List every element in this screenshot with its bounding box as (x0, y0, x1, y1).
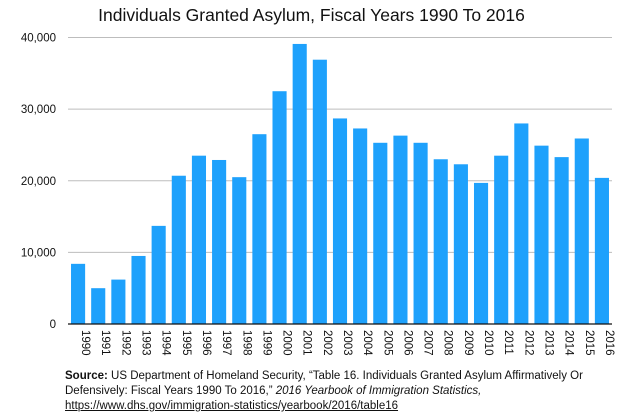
x-tick-label: 1997 (220, 330, 232, 356)
x-tick-label: 1990 (79, 330, 91, 356)
bar (473, 182, 489, 324)
bar (171, 175, 186, 324)
bar (594, 177, 609, 324)
bar (353, 128, 368, 324)
source-publication: 2016 Yearbook of Immigration Statistics, (275, 385, 482, 397)
bar (332, 118, 348, 324)
x-tick-label: 1998 (240, 330, 252, 356)
x-tick-label: 2003 (341, 330, 353, 356)
x-tick-label: 2008 (442, 330, 454, 356)
bar (212, 159, 227, 324)
bar (514, 123, 529, 324)
bar (151, 225, 166, 324)
bar (292, 43, 307, 324)
x-tick-label: 2000 (281, 330, 293, 356)
x-tick-label: 2006 (401, 330, 413, 356)
x-tick-label: 1992 (119, 330, 131, 356)
bar (71, 263, 86, 324)
x-tick-label: 2005 (381, 330, 393, 356)
bar (453, 164, 468, 324)
x-tick-label: 2016 (603, 330, 615, 356)
bar (232, 177, 247, 324)
y-tick-label: 0 (50, 319, 56, 331)
x-tick-label: 2012 (522, 330, 534, 356)
bar (111, 279, 126, 324)
x-tick-label: 2002 (321, 330, 333, 356)
bar (494, 155, 509, 324)
x-tick-label: 1999 (260, 330, 272, 356)
x-tick-label: 2010 (482, 330, 494, 356)
x-tick-label: 2014 (563, 330, 575, 356)
x-tick-label: 2009 (462, 330, 474, 356)
y-tick-label: 20,000 (21, 176, 56, 188)
bar (393, 135, 408, 324)
y-tick-label: 30,000 (21, 104, 56, 116)
source-url[interactable]: https://www.dhs.gov/immigration-statisti… (65, 400, 399, 412)
source-label: Source: (65, 370, 108, 382)
x-tick-label: 2015 (583, 330, 595, 356)
bar (433, 159, 448, 324)
source-note: Source: US Department of Homeland Securi… (65, 369, 615, 414)
x-tick-label: 1994 (160, 330, 172, 356)
y-tick-label: 40,000 (21, 33, 56, 45)
x-tick-label: 1995 (180, 330, 192, 356)
x-tick-label: 2013 (542, 330, 554, 356)
bar (272, 91, 287, 324)
x-tick-label: 2001 (301, 330, 313, 356)
y-tick-label: 10,000 (21, 247, 56, 259)
bar-chart: 0 10,000 20,000 30,000 40,000 1990 1991 1992 199… (21, 33, 615, 357)
x-tick-label: 1993 (140, 330, 152, 356)
bar (373, 142, 388, 324)
x-tick-label: 1996 (200, 330, 212, 356)
bar (131, 255, 146, 324)
bar (534, 145, 549, 324)
chart-title: Individuals Granted Asylum, Fiscal Years… (98, 5, 525, 25)
bar (413, 142, 428, 324)
bar (554, 157, 569, 324)
bar (312, 59, 327, 325)
x-tick-label: 1991 (99, 330, 111, 356)
x-tick-label: 2004 (361, 330, 373, 356)
bar (191, 155, 207, 324)
bar (91, 288, 106, 324)
bar (252, 134, 267, 324)
x-tick-label: 2011 (502, 330, 514, 355)
x-tick-label: 2007 (422, 330, 434, 356)
source-text: US Department of Homeland Security, “Tab… (65, 370, 583, 397)
bar (574, 138, 589, 324)
